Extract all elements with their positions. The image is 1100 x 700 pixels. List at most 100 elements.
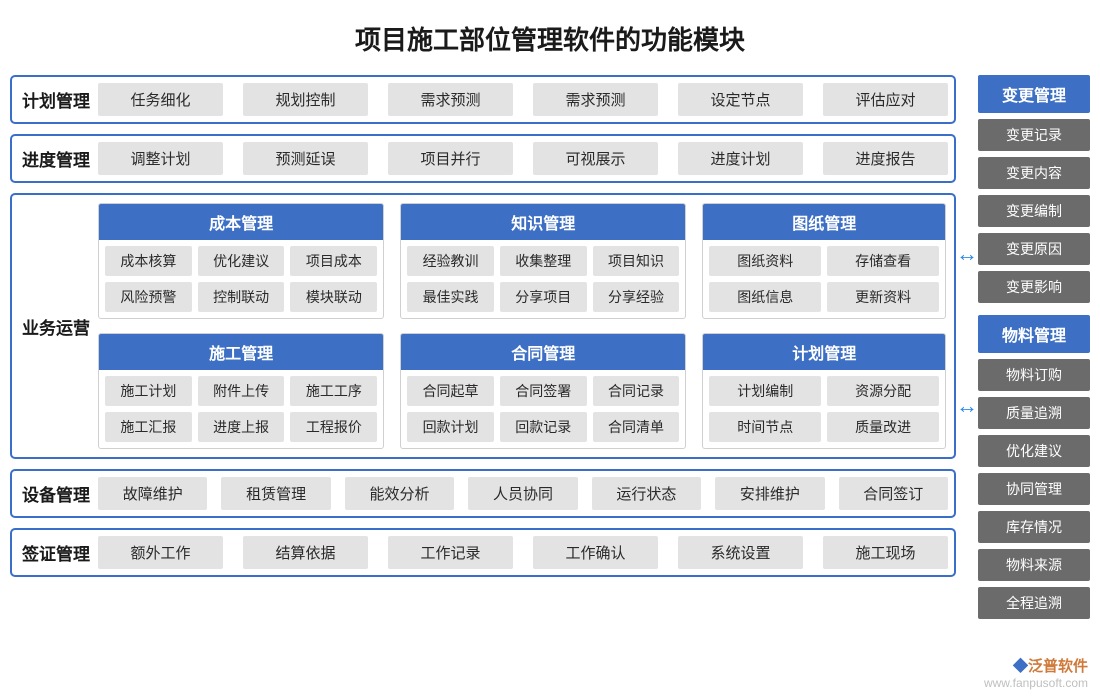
- module-header: 知识管理: [401, 204, 685, 240]
- progress-item: 项目并行: [388, 142, 513, 175]
- chip: 回款记录: [500, 412, 587, 442]
- side-item: 全程追溯: [978, 587, 1090, 619]
- side-item: 变更影响: [978, 271, 1090, 303]
- section-equipment: 设备管理 故障维护 租赁管理 能效分析 人员协同 运行状态 安排维护 合同签订: [10, 469, 956, 518]
- module-header: 计划管理: [703, 334, 945, 370]
- chip: 质量改进: [827, 412, 939, 442]
- side-item: 库存情况: [978, 511, 1090, 543]
- side-item: 优化建议: [978, 435, 1090, 467]
- visa-item: 工作确认: [533, 536, 658, 569]
- module-header: 施工管理: [99, 334, 383, 370]
- visa-item: 系统设置: [678, 536, 803, 569]
- section-plan: 计划管理 任务细化 规划控制 需求预测 需求预测 设定节点 评估应对: [10, 75, 956, 124]
- module-plan2: 计划管理 计划编制 资源分配 时间节点 质量改进: [702, 333, 946, 449]
- chip: 工程报价: [290, 412, 377, 442]
- chip: 计划编制: [709, 376, 821, 406]
- plan-item: 任务细化: [98, 83, 223, 116]
- progress-item: 可视展示: [533, 142, 658, 175]
- equipment-item: 合同签订: [839, 477, 948, 510]
- page-title: 项目施工部位管理软件的功能模块: [10, 20, 1090, 57]
- visa-item: 结算依据: [243, 536, 368, 569]
- chip: 项目知识: [593, 246, 680, 276]
- chip: 施工汇报: [105, 412, 192, 442]
- side-item: 变更记录: [978, 119, 1090, 151]
- section-visa: 签证管理 额外工作 结算依据 工作记录 工作确认 系统设置 施工现场: [10, 528, 956, 577]
- equipment-item: 租赁管理: [221, 477, 330, 510]
- watermark: ◆泛普软件 www.fanpusoft.com: [984, 657, 1088, 692]
- chip: 优化建议: [198, 246, 285, 276]
- chip: 模块联动: [290, 282, 377, 312]
- progress-items: 调整计划 预测延误 项目并行 可视展示 进度计划 进度报告: [98, 142, 948, 175]
- chip: 风险预警: [105, 282, 192, 312]
- chip: 存储查看: [827, 246, 939, 276]
- connector-arrow-icon: ↔: [956, 395, 978, 417]
- main-layout: 计划管理 任务细化 规划控制 需求预测 需求预测 设定节点 评估应对 进度管理 …: [10, 75, 1090, 619]
- chip: 合同起草: [407, 376, 494, 406]
- module-header: 成本管理: [99, 204, 383, 240]
- chip: 图纸信息: [709, 282, 821, 312]
- equipment-items: 故障维护 租赁管理 能效分析 人员协同 运行状态 安排维护 合同签订: [98, 477, 948, 510]
- connector-arrow-icon: ↔: [956, 243, 978, 265]
- visa-item: 额外工作: [98, 536, 223, 569]
- chip: 图纸资料: [709, 246, 821, 276]
- left-column: 计划管理 任务细化 规划控制 需求预测 需求预测 设定节点 评估应对 进度管理 …: [10, 75, 956, 587]
- chip: 合同记录: [593, 376, 680, 406]
- progress-item: 进度报告: [823, 142, 948, 175]
- section-label-plan: 计划管理: [16, 87, 98, 112]
- plan-items: 任务细化 规划控制 需求预测 需求预测 设定节点 评估应对: [98, 83, 948, 116]
- equipment-item: 运行状态: [592, 477, 701, 510]
- progress-item: 预测延误: [243, 142, 368, 175]
- side-item: 变更编制: [978, 195, 1090, 227]
- business-row-2: 施工管理 施工计划 附件上传 施工工序 施工汇报 进度上报 工程报价: [98, 333, 946, 449]
- chip: 施工计划: [105, 376, 192, 406]
- business-modules: 成本管理 成本核算 优化建议 项目成本 风险预警 控制联动 模块联动: [98, 203, 946, 449]
- equipment-item: 能效分析: [345, 477, 454, 510]
- chip: 回款计划: [407, 412, 494, 442]
- watermark-brand: ◆泛普软件: [984, 657, 1088, 677]
- side-header-material: 物料管理: [978, 315, 1090, 353]
- chip: 合同清单: [593, 412, 680, 442]
- section-label-equipment: 设备管理: [16, 481, 98, 506]
- chip: 进度上报: [198, 412, 285, 442]
- chip: 资源分配: [827, 376, 939, 406]
- chip: 控制联动: [198, 282, 285, 312]
- progress-item: 进度计划: [678, 142, 803, 175]
- chip: 最佳实践: [407, 282, 494, 312]
- module-knowledge: 知识管理 经验教训 收集整理 项目知识 最佳实践 分享项目 分享经验: [400, 203, 686, 319]
- right-column: ↔ 变更管理 变更记录 变更内容 变更编制 变更原因 变更影响 ↔ 物料管理 物…: [978, 75, 1090, 619]
- side-change: ↔ 变更管理 变更记录 变更内容 变更编制 变更原因 变更影响: [978, 75, 1090, 303]
- side-header-change: 变更管理: [978, 75, 1090, 113]
- module-drawing: 图纸管理 图纸资料 存储查看 图纸信息 更新资料: [702, 203, 946, 319]
- module-header: 图纸管理: [703, 204, 945, 240]
- side-item: 物料订购: [978, 359, 1090, 391]
- plan-item: 评估应对: [823, 83, 948, 116]
- visa-items: 额外工作 结算依据 工作记录 工作确认 系统设置 施工现场: [98, 536, 948, 569]
- visa-item: 工作记录: [388, 536, 513, 569]
- plan-item: 需求预测: [388, 83, 513, 116]
- plan-item: 设定节点: [678, 83, 803, 116]
- section-progress: 进度管理 调整计划 预测延误 项目并行 可视展示 进度计划 进度报告: [10, 134, 956, 183]
- watermark-url: www.fanpusoft.com: [984, 676, 1088, 692]
- chip: 分享项目: [500, 282, 587, 312]
- section-label-progress: 进度管理: [16, 146, 98, 171]
- module-cost: 成本管理 成本核算 优化建议 项目成本 风险预警 控制联动 模块联动: [98, 203, 384, 319]
- section-label-business: 业务运营: [16, 203, 98, 449]
- equipment-item: 人员协同: [468, 477, 577, 510]
- chip: 更新资料: [827, 282, 939, 312]
- chip: 合同签署: [500, 376, 587, 406]
- plan-item: 需求预测: [533, 83, 658, 116]
- progress-item: 调整计划: [98, 142, 223, 175]
- side-item: 质量追溯: [978, 397, 1090, 429]
- chip: 分享经验: [593, 282, 680, 312]
- module-construction: 施工管理 施工计划 附件上传 施工工序 施工汇报 进度上报 工程报价: [98, 333, 384, 449]
- side-item: 变更内容: [978, 157, 1090, 189]
- equipment-item: 安排维护: [715, 477, 824, 510]
- side-item: 协同管理: [978, 473, 1090, 505]
- chip: 经验教训: [407, 246, 494, 276]
- side-item: 物料来源: [978, 549, 1090, 581]
- section-label-visa: 签证管理: [16, 540, 98, 565]
- visa-item: 施工现场: [823, 536, 948, 569]
- chip: 成本核算: [105, 246, 192, 276]
- chip: 时间节点: [709, 412, 821, 442]
- section-business: 业务运营 成本管理 成本核算 优化建议 项目成本 风险预警: [10, 193, 956, 459]
